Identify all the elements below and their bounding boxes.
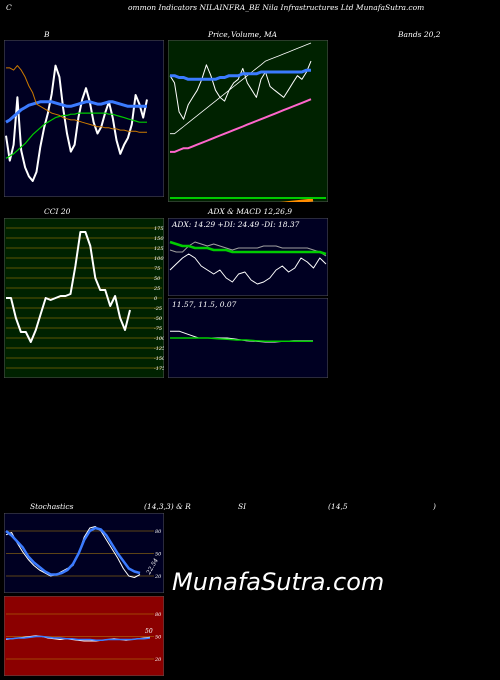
cci-series-0: [6, 231, 131, 343]
macd-values: 11.57, 11.5, 0.07: [172, 300, 237, 309]
rsi-tick-label: 20: [154, 657, 162, 663]
adx-series-0: [169, 241, 327, 257]
rsi-series-0: [5, 635, 151, 642]
adx-macd-label: ADX & MACD 12,26,9: [208, 207, 293, 216]
bollinger-series-3: [6, 65, 147, 133]
bands-label: Bands 20,2: [398, 30, 441, 39]
adx-bg: [168, 218, 328, 296]
bollinger-series-0: [5, 64, 148, 182]
price_ma-series-2: [170, 68, 311, 81]
stochastics-chart: 80 50 20: [4, 513, 164, 593]
price-label: Price,: [208, 30, 231, 39]
macd-series-1: [170, 337, 313, 343]
rsi-series-1: [6, 635, 151, 642]
cci-tick-label: 100: [154, 256, 164, 262]
cci-tick-label: -75: [154, 326, 162, 332]
adx-chart: [168, 218, 328, 296]
adx-values: ADX: 14.29 +DI: 24.49 -DI: 18.37: [172, 220, 300, 229]
rsi-si-label: SI: [238, 502, 247, 511]
cci-tick-label: -25: [154, 306, 162, 312]
cci-label: CCI 20: [44, 207, 71, 216]
price-ma-bg: [168, 40, 328, 202]
ma-label: MA: [264, 30, 278, 39]
stochastics-tick-label: 80: [155, 529, 162, 535]
cci-tick-label: 175: [154, 226, 164, 232]
stoch-label: Stochastics: [30, 502, 74, 511]
cci-tick-label: 75: [154, 266, 160, 272]
cci-tick-label: 125: [154, 246, 164, 252]
adx-series-2: [169, 253, 327, 285]
cci-tick-label: -175: [154, 366, 164, 372]
cci-tick-label: 50: [154, 276, 161, 282]
rsi-chart: 80 50 20: [4, 596, 164, 676]
price-ma-chart: [168, 40, 328, 202]
volume-label: Volume,: [231, 30, 262, 39]
watermark: MunafaSutra.com: [172, 568, 385, 596]
price_ma-series-1: [170, 42, 312, 135]
stochastics-bg: [4, 513, 164, 593]
bollinger-label: B: [44, 30, 50, 39]
rsi-close-paren: ): [433, 502, 436, 511]
header-c-letter: C: [6, 3, 12, 12]
cci-tick-label: -50: [154, 316, 163, 322]
adx-series-1: [169, 240, 327, 256]
stochastics-tick-label: 50: [155, 552, 162, 558]
cci-tick-label: -100: [154, 336, 164, 342]
cci-tick-label: -125: [154, 346, 164, 352]
bollinger-chart: [4, 40, 164, 197]
stochastics-series-1: [5, 526, 141, 576]
header-title: ommon Indicators NILAINFRA_BE Nila Infra…: [128, 3, 425, 12]
stoch-params: (14,3,3) & R: [144, 502, 191, 511]
volume-bar-orange: [279, 198, 314, 202]
rsi-tick-label: 80: [155, 612, 162, 618]
bollinger-series-1: [5, 112, 147, 159]
bollinger-series-2: [5, 100, 147, 124]
cci-tick-label: 25: [153, 286, 160, 292]
rsi-tick-label: 50: [155, 635, 162, 641]
rsi-bg: [4, 596, 164, 676]
macd-chart: [168, 298, 328, 378]
rsi-value: 50: [145, 628, 153, 635]
stochastics-tick-label: 20: [154, 574, 162, 580]
price_ma-series-3: [170, 98, 312, 153]
bollinger-bg: [4, 40, 164, 197]
cci-chart: 175 150 125 100 75 50 25 0 -25 -50 -75 -100 -125 -150…: [4, 218, 164, 378]
rsi-params: (14,5: [328, 502, 348, 511]
cci-tick-label: 150: [154, 236, 164, 242]
cci-tick-label: 0: [154, 296, 158, 302]
cci-tick-label: -150: [154, 356, 164, 362]
